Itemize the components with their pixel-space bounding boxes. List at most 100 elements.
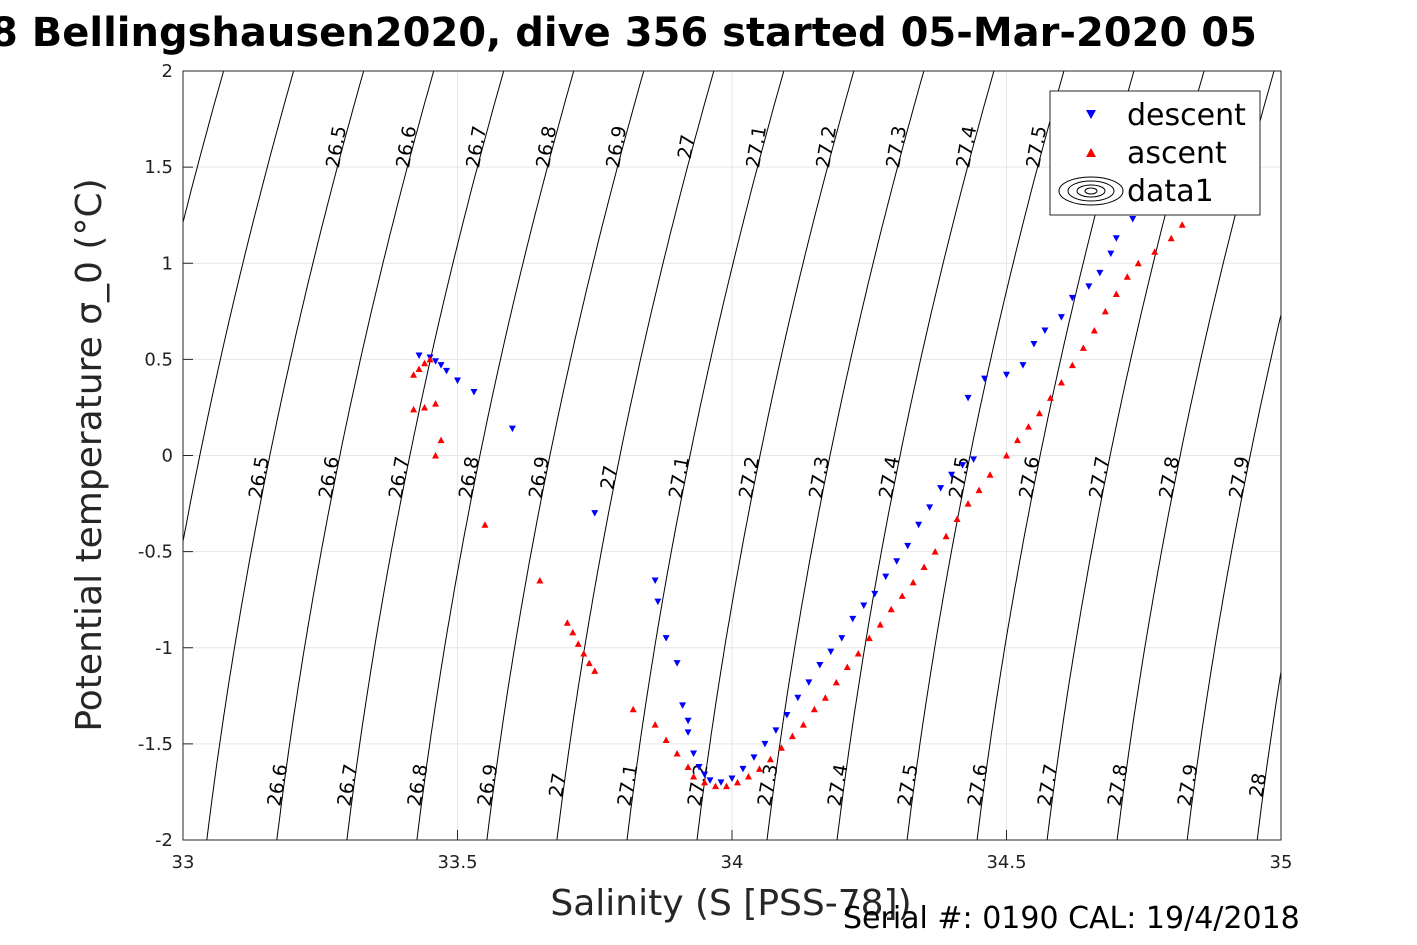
ascent-marker <box>580 650 588 657</box>
ascent-marker <box>744 773 752 780</box>
ascent-marker <box>777 744 785 751</box>
x-tick-label: 35 <box>1270 852 1293 873</box>
isopycnal-line <box>1325 61 1417 859</box>
legend-data1-contour-icon <box>1058 176 1124 206</box>
contour-label: 27 <box>674 133 700 161</box>
descent-marker <box>1112 235 1120 242</box>
descent-marker <box>706 777 714 784</box>
ascent-marker <box>415 365 423 372</box>
ascent-marker <box>766 755 774 763</box>
y-tick-label: -1 <box>155 638 173 659</box>
ascent-marker <box>1057 378 1065 386</box>
axis-ticks: 33 33.5 34 34.5 35 2 1.5 1 0.5 0 -0.5 -1 -1.5 -2 <box>138 61 1293 873</box>
legend-box <box>1049 90 1261 216</box>
descent-marker <box>701 771 709 779</box>
legend: descent ascent data1 <box>1049 90 1261 216</box>
descent-marker <box>849 615 857 623</box>
descent-marker <box>794 694 802 702</box>
isopycnal-line <box>276 71 435 840</box>
ascent-marker <box>788 732 796 740</box>
descent-marker <box>882 573 890 581</box>
descent-marker <box>838 635 846 642</box>
descent-marker <box>970 456 978 463</box>
x-axis-label: Salinity (S [PSS-78]) <box>550 883 911 924</box>
descent-marker <box>415 352 423 360</box>
ascent-marker <box>684 763 692 770</box>
legend-ascent-marker <box>1086 148 1096 157</box>
descent-marker <box>750 754 758 761</box>
descent-marker <box>827 648 835 656</box>
descent-marker <box>443 367 451 375</box>
ascent-marker <box>410 405 418 413</box>
ascent-marker <box>1003 452 1010 459</box>
y-tick-label: -1.5 <box>138 734 173 755</box>
x-tick-label: 34.5 <box>986 852 1026 873</box>
ascent-marker <box>1123 273 1131 280</box>
ascent-marker <box>1134 259 1142 267</box>
ascent-marker <box>832 678 840 686</box>
ascent-marker <box>876 621 884 628</box>
isopycnal-line <box>1186 312 1281 840</box>
descent-marker <box>508 425 516 433</box>
y-tick-label: -2 <box>155 830 173 851</box>
ascent-marker <box>437 436 445 444</box>
ascent-marker <box>662 736 670 744</box>
descent-marker <box>915 521 923 529</box>
ascent-marker <box>964 500 972 507</box>
ascent-marker <box>975 486 983 494</box>
descent-marker <box>1019 362 1027 369</box>
ascent-marker <box>536 576 544 584</box>
descent-marker <box>805 679 813 686</box>
ascent-marker <box>1035 409 1043 417</box>
descent-marker <box>926 504 934 511</box>
ascent-marker <box>432 452 440 459</box>
y-tick-label: 0.5 <box>144 349 173 370</box>
y-tick-label: 0 <box>162 446 173 467</box>
descent-marker <box>662 635 670 642</box>
descent-marker <box>871 590 879 598</box>
contour-label: 28 <box>1245 771 1271 799</box>
ascent-marker <box>1151 248 1159 255</box>
descent-marker <box>1096 269 1104 277</box>
descent-marker <box>673 660 681 667</box>
y-axis-label: Potential temperature σ_0 (°C) <box>69 178 110 731</box>
descent-marker <box>893 558 901 565</box>
ascent-marker <box>953 515 961 522</box>
ascent-marker <box>799 721 807 728</box>
descent-marker <box>432 358 440 365</box>
isopycnal-line <box>696 71 855 840</box>
ascent-marker <box>426 355 434 363</box>
descent-marker <box>783 712 791 719</box>
ascent-marker <box>1090 327 1098 334</box>
ascent-marker <box>591 667 599 674</box>
isopycnal-line <box>416 71 575 840</box>
descent-marker <box>684 729 692 736</box>
ascent-marker <box>810 705 818 713</box>
x-tick-label: 34 <box>721 852 744 873</box>
descent-marker <box>1057 314 1065 321</box>
ascent-marker <box>986 471 994 478</box>
descent-marker <box>1030 340 1038 348</box>
descent-marker <box>470 389 478 396</box>
legend-ascent-label: ascent <box>1127 136 1227 171</box>
descent-marker <box>1003 371 1010 379</box>
descent-marker <box>695 763 703 771</box>
descent-marker <box>728 775 736 782</box>
ascent-marker <box>712 782 720 790</box>
isopycnal-line <box>183 71 225 225</box>
y-tick-label: 2 <box>162 61 173 82</box>
isopycnal-line <box>836 71 995 840</box>
ascent-marker <box>563 619 571 626</box>
ascent-marker <box>690 773 698 780</box>
x-tick-label: 33 <box>172 852 195 873</box>
ascent-marker <box>733 778 741 786</box>
ascent-marker <box>920 563 928 571</box>
descent-marker <box>1068 294 1076 302</box>
ascent-marker <box>421 359 429 367</box>
isopycnal-line <box>346 71 505 840</box>
ascent-marker <box>1046 394 1054 401</box>
isopycnal-line <box>906 71 1065 840</box>
ascent-marker <box>1167 234 1175 242</box>
descent-marker <box>937 485 945 492</box>
contour-label: 27 <box>596 464 622 492</box>
